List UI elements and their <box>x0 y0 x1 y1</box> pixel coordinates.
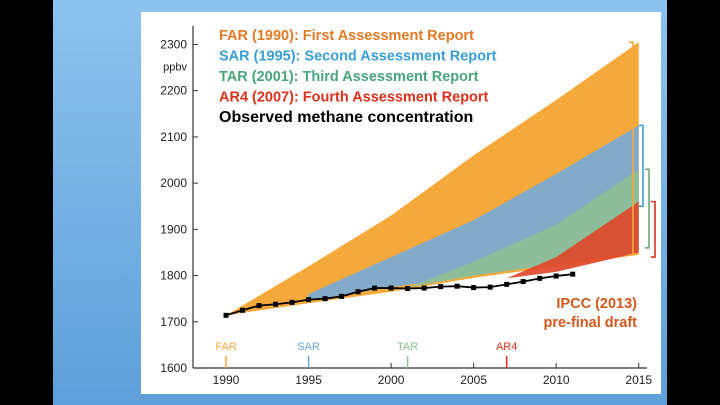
observed-point <box>339 293 345 299</box>
observed-point <box>438 284 444 290</box>
y-tick-label: 1600 <box>160 361 187 375</box>
marker-label-ar4: AR4 <box>496 341 517 353</box>
x-tick-label: 2005 <box>460 373 487 387</box>
observed-point <box>372 285 378 291</box>
y-tick-label: 2000 <box>160 176 187 190</box>
legend-entry: TAR (2001): Third Assessment Report <box>219 69 479 85</box>
range-bracket <box>639 124 644 208</box>
y-tick-label: 2100 <box>160 130 187 144</box>
observed-point <box>256 303 262 309</box>
range-bracket <box>629 41 634 256</box>
marker-label-sar: SAR <box>297 341 320 353</box>
observed-point <box>273 301 279 307</box>
slide-background: 1600 1700 1800 1900 2000 2100 2200 2300 ppbv 1990… <box>53 0 667 405</box>
observed-point <box>388 285 394 291</box>
legend-entry: Observed methane concentration <box>219 109 473 126</box>
observed-point <box>306 297 312 303</box>
observed-point <box>520 279 526 285</box>
range-bracket <box>651 200 656 258</box>
x-tick-label: 2015 <box>625 373 652 387</box>
y-tick-label: 2200 <box>160 84 187 98</box>
observed-point <box>454 283 460 289</box>
x-tick-label: 2010 <box>543 373 570 387</box>
x-tick-label: 1990 <box>213 373 240 387</box>
methane-chart: 1600 1700 1800 1900 2000 2100 2200 2300 ppbv 1990… <box>160 26 656 387</box>
marker-label-tar: TAR <box>397 341 418 353</box>
y-tick-label: 1700 <box>160 315 187 329</box>
observed-point <box>223 312 229 318</box>
observed-point <box>355 289 361 295</box>
y-tick-label: 1900 <box>160 222 187 236</box>
annotation-text: pre-final draft <box>544 315 638 331</box>
observed-point <box>553 273 559 279</box>
legend-entry: AR4 (2007): Fourth Assessment Report <box>219 90 489 106</box>
observed-point <box>570 271 576 277</box>
range-bracket <box>645 168 650 249</box>
observed-point <box>471 285 477 291</box>
observed-point <box>289 299 295 305</box>
x-tick-label: 2000 <box>378 373 405 387</box>
observed-line <box>225 273 573 317</box>
legend-entry: FAR (1990): First Assessment Report <box>219 28 474 44</box>
annotation-text: IPCC (2013) <box>556 296 637 312</box>
observed-point <box>322 296 328 302</box>
observed-point <box>504 281 510 287</box>
chart-panel: 1600 1700 1800 1900 2000 2100 2200 2300 ppbv 1990… <box>141 12 661 394</box>
observed-point <box>240 307 246 313</box>
observed-point <box>537 275 543 281</box>
observed-point <box>421 285 427 291</box>
legend-entry: SAR (1995): Second Assessment Report <box>219 49 497 65</box>
x-tick-label: 1995 <box>295 373 322 387</box>
y-tick-label: 1800 <box>160 269 187 283</box>
observed-point <box>405 286 411 292</box>
y-axis-unit-label: ppbv <box>163 61 187 73</box>
y-tick-label: 2300 <box>160 37 187 51</box>
marker-label-far: FAR <box>215 341 236 353</box>
observed-point <box>487 284 493 290</box>
band-ar4 <box>506 201 639 279</box>
